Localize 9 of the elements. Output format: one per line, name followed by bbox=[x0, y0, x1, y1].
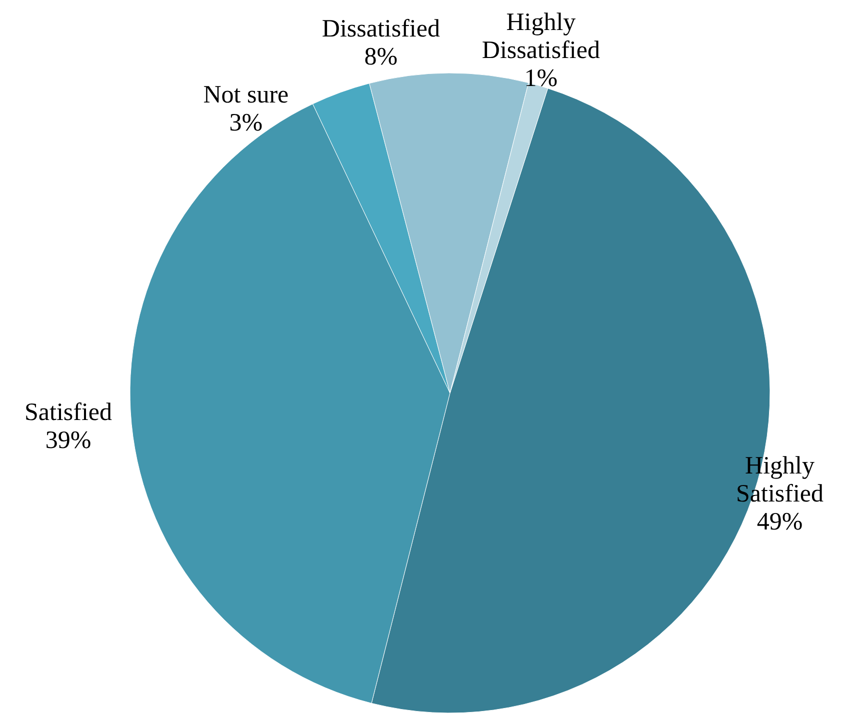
data-label: 39% bbox=[45, 426, 92, 454]
slice-label: Highly Dissatisfied bbox=[482, 8, 600, 64]
slice-label: Dissatisfied bbox=[322, 15, 440, 42]
data-label: 49% bbox=[756, 508, 803, 536]
data-label: 8% bbox=[364, 43, 398, 70]
slice-label: Not sure bbox=[203, 81, 289, 108]
slice-label: Satisfied bbox=[24, 398, 112, 426]
data-label: 1% bbox=[524, 64, 558, 92]
data-label: 3% bbox=[229, 109, 263, 136]
